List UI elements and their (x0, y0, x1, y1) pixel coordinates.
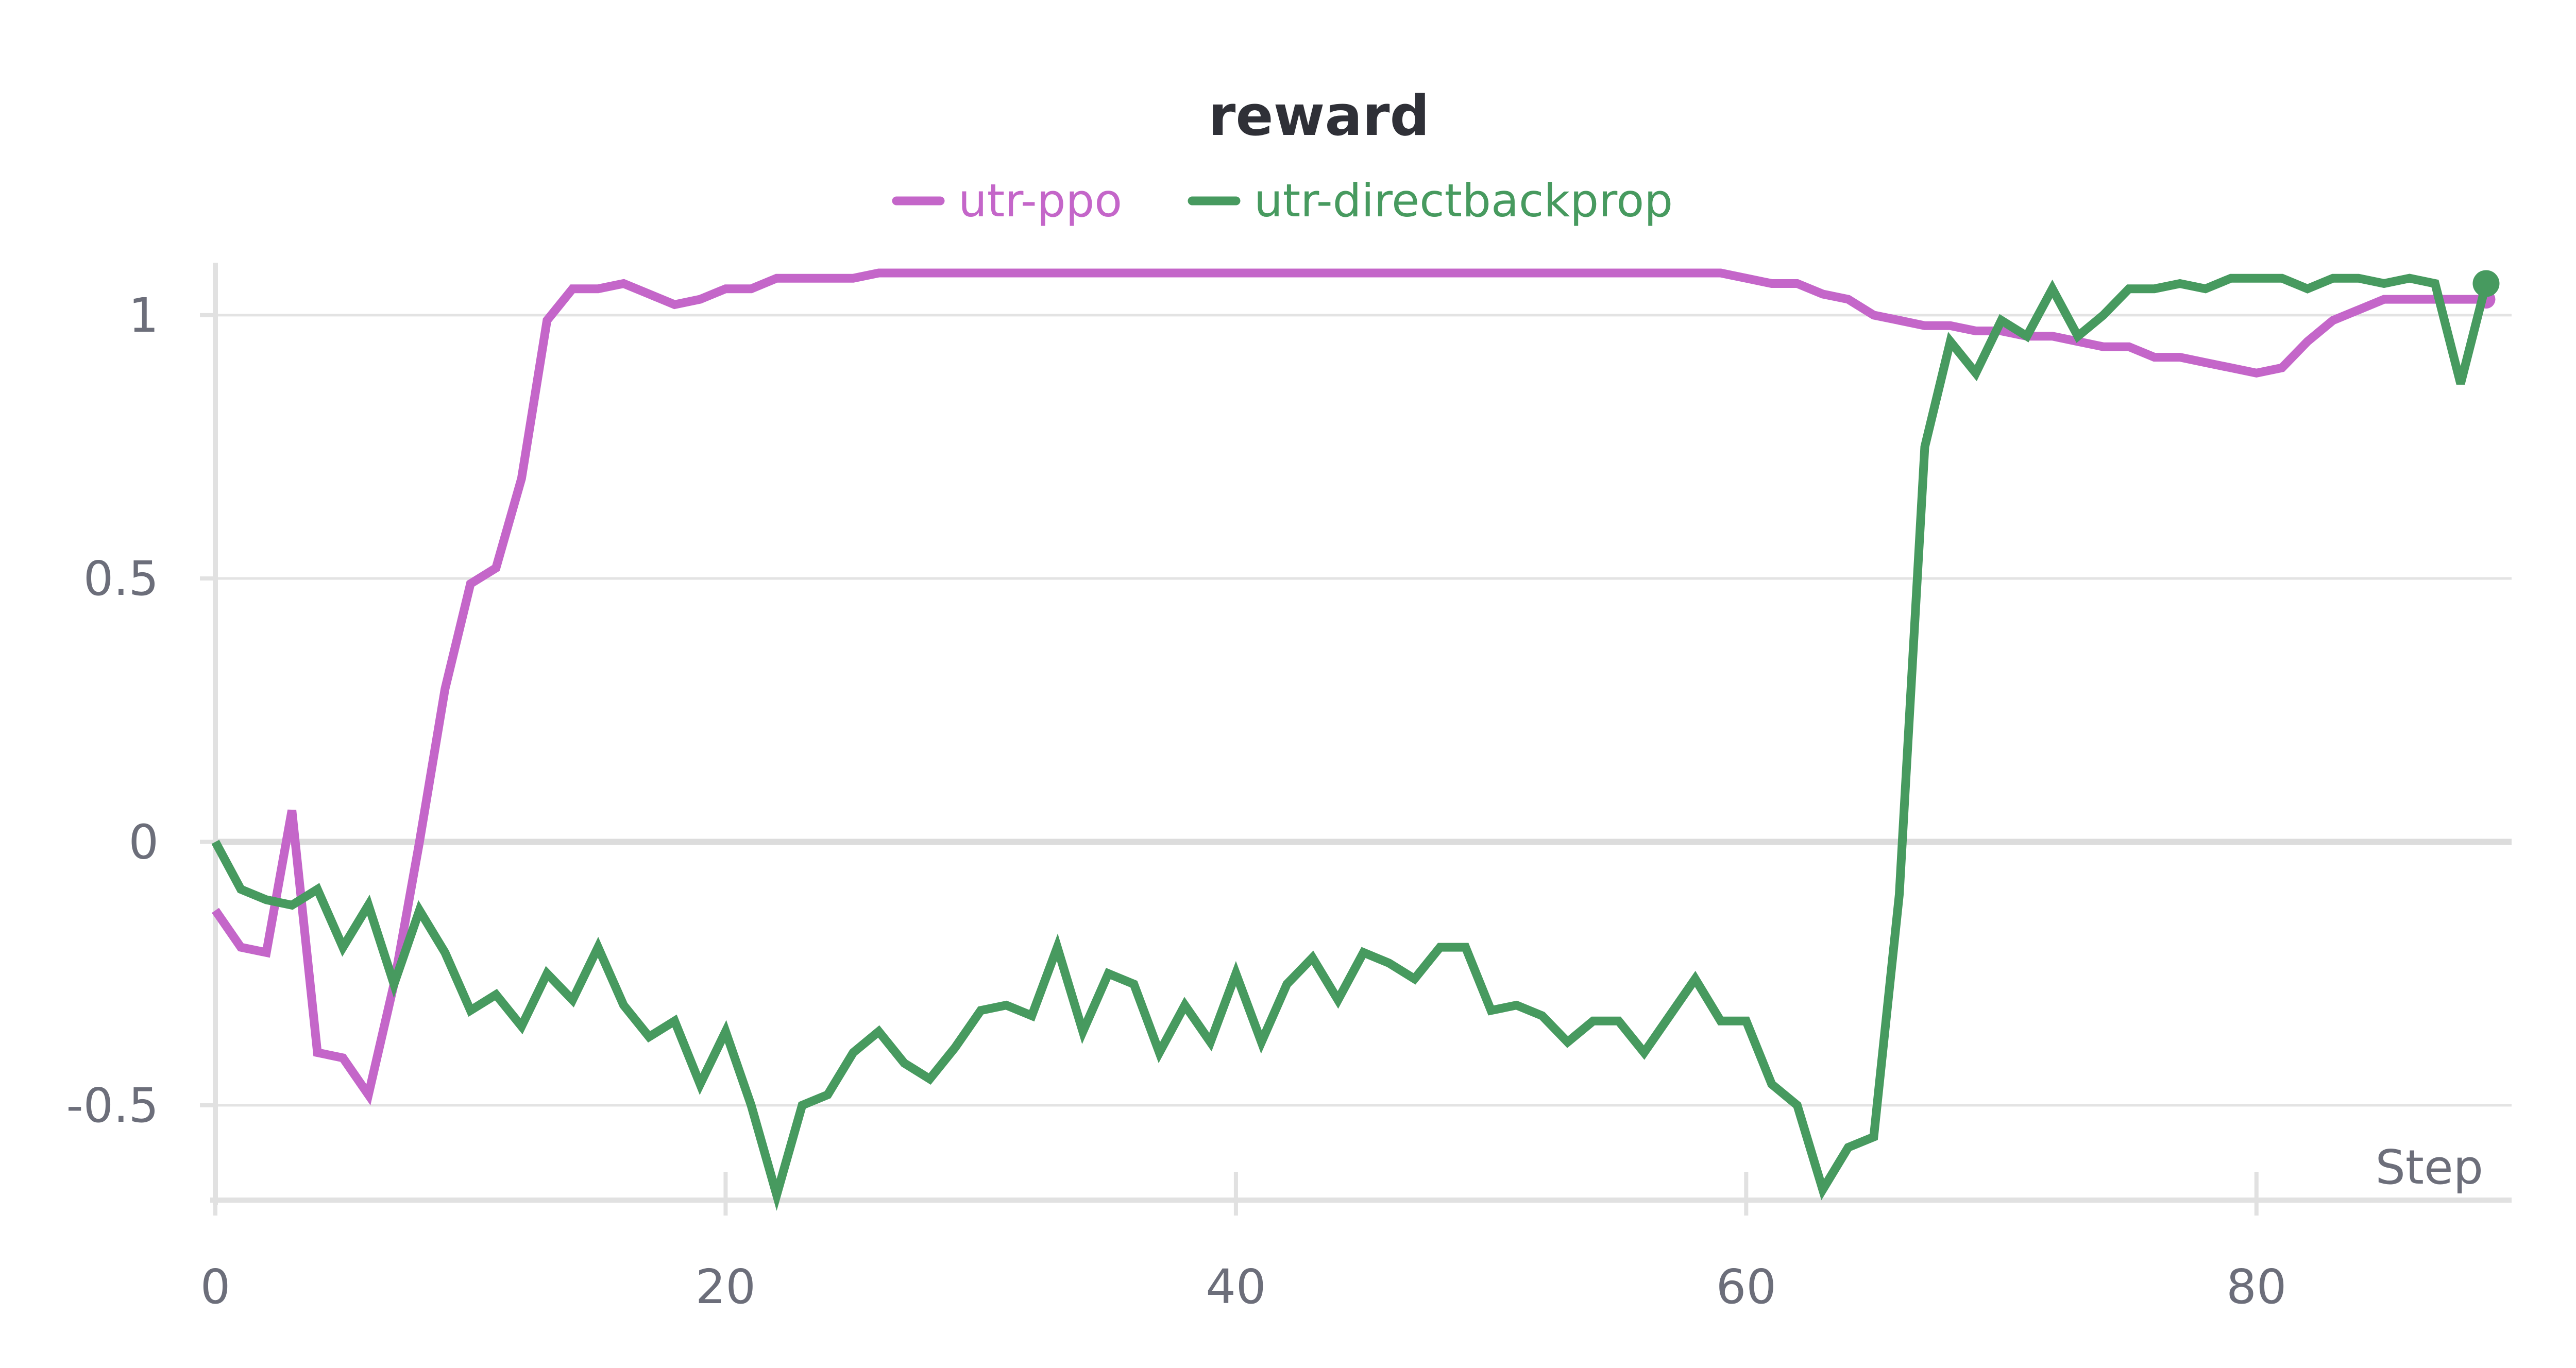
series-line-2 (211, 273, 2490, 1211)
x-tick-label: 0 (200, 1259, 231, 1314)
x-tick-label: 40 (1206, 1259, 1266, 1314)
x-tick-label: 60 (1716, 1259, 1776, 1314)
legend: utr-ppo utr-directbackprop (892, 174, 1673, 227)
y-tick-label: 0.5 (83, 551, 159, 606)
y-tick-label: 0 (128, 815, 159, 870)
series-line-1 (212, 268, 2486, 1106)
legend-label-1: utr-ppo (958, 174, 1122, 227)
series-end-point-2 (2472, 270, 2500, 297)
legend-label-2: utr-directbackprop (1254, 174, 1673, 227)
y-tick-label: -0.5 (66, 1078, 159, 1133)
chart-title: reward (1208, 84, 1430, 148)
x-tick-label: 20 (696, 1259, 756, 1314)
axes (200, 263, 2512, 1216)
x-axis-label: Step (2376, 1140, 2483, 1195)
tick-labels: 1 0.5 0 -0.5 0 20 40 60 80 (66, 288, 2286, 1314)
series-lines (211, 268, 2500, 1211)
y-tick-label: 1 (128, 288, 159, 343)
x-tick-label: 80 (2226, 1259, 2286, 1314)
gridlines (215, 314, 2512, 1107)
